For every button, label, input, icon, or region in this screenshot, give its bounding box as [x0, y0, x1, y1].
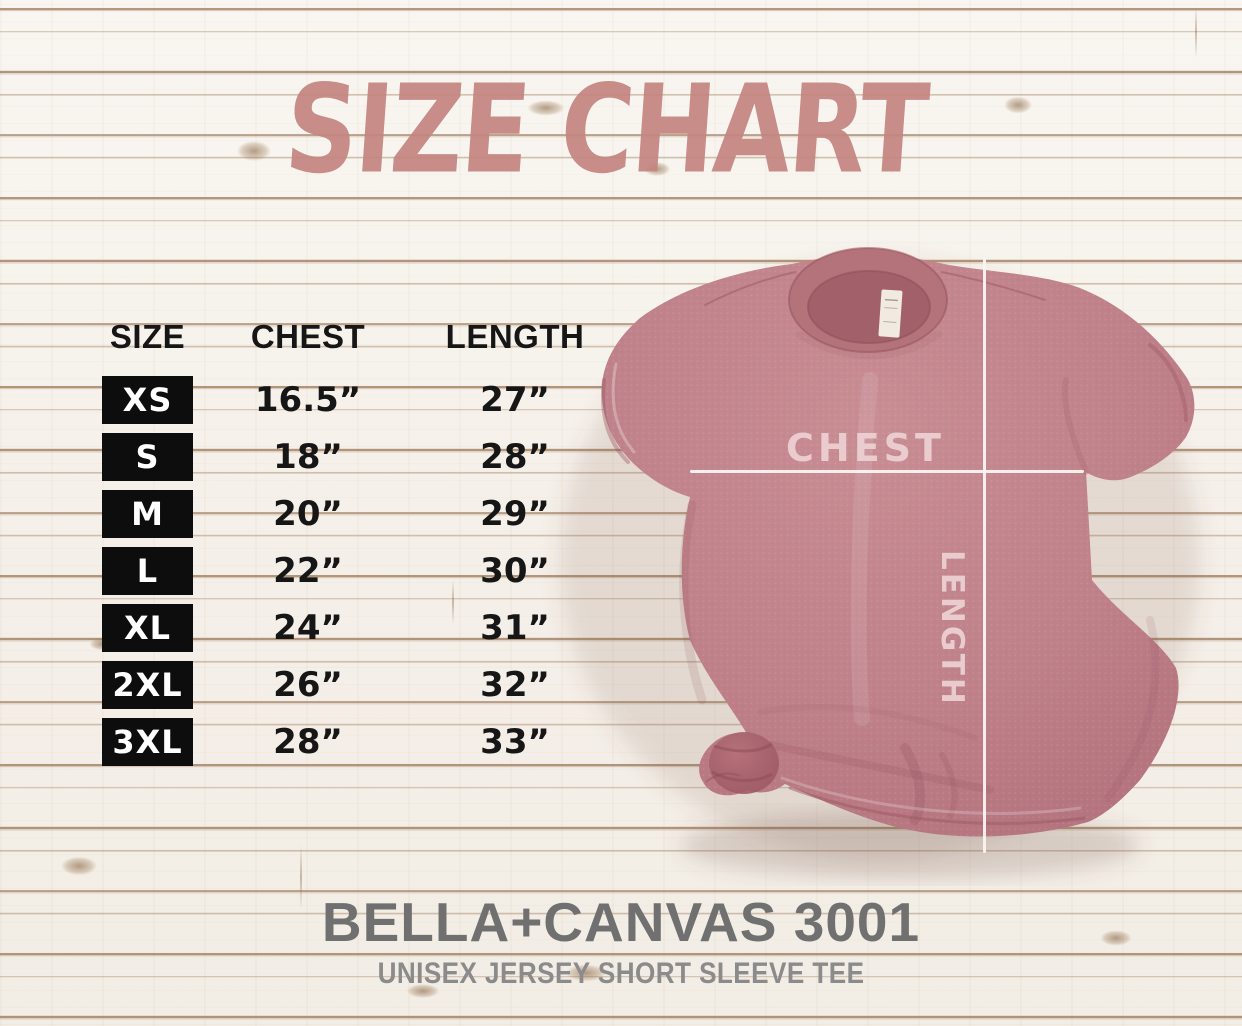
col-header-chest: CHEST	[250, 318, 366, 355]
shirt-chest-label: CHEST	[786, 426, 945, 470]
table-row: 3XL 28” 33”	[102, 718, 607, 766]
col-header-size: SIZE	[109, 318, 186, 355]
table-header-row: SIZE CHEST LENGTH	[102, 316, 607, 358]
size-badge: S	[102, 433, 193, 481]
chest-value: 26”	[273, 665, 343, 705]
table-row: XL 24” 31”	[102, 604, 607, 652]
shirt-wrinkles	[601, 271, 1188, 825]
wood-knot	[522, 98, 570, 118]
wood-crack	[300, 845, 302, 909]
wood-knot	[232, 138, 276, 164]
wood-knot	[560, 962, 612, 984]
table-row: S 18” 28”	[102, 433, 607, 481]
wood-crack	[1195, 6, 1197, 58]
collar-tag	[878, 289, 903, 338]
size-badge: 3XL	[102, 718, 193, 766]
shirt-knot	[705, 732, 779, 794]
chest-value: 20”	[273, 494, 343, 534]
chest-value: 18”	[273, 437, 343, 477]
chest-value: 28”	[273, 722, 343, 762]
length-value: 29”	[480, 494, 550, 534]
length-value: 30”	[480, 551, 550, 591]
wood-knot	[56, 854, 102, 878]
table-row: XS 16.5” 27”	[102, 376, 607, 424]
wood-knot	[402, 982, 444, 1000]
wood-knot	[1096, 928, 1136, 948]
shirt-length-label: LENGTH	[934, 550, 970, 707]
size-badge: 2XL	[102, 661, 193, 709]
length-value: 32”	[480, 665, 550, 705]
chest-value: 24”	[273, 608, 343, 648]
length-value: 27”	[480, 380, 550, 420]
wood-knot	[640, 160, 674, 178]
table-row: 2XL 26” 32”	[102, 661, 607, 709]
size-table: SIZE CHEST LENGTH XS 16.5” 27” S 18” 28”…	[102, 316, 607, 775]
table-row: M 20” 29”	[102, 490, 607, 538]
product-name: BELLA+CANVAS 3001	[321, 891, 921, 953]
size-badge: XL	[102, 604, 193, 652]
shirt-body	[601, 255, 1195, 837]
wood-crack	[452, 580, 454, 624]
size-badge: M	[102, 490, 193, 538]
size-badge: XS	[102, 376, 193, 424]
length-value: 28”	[480, 437, 550, 477]
chest-measure-line	[690, 470, 1084, 473]
size-badge: L	[102, 547, 193, 595]
table-row: L 22” 30”	[102, 547, 607, 595]
length-measure-line	[983, 257, 986, 853]
chest-value: 22”	[273, 551, 343, 591]
col-header-length: LENGTH	[445, 318, 585, 355]
length-value: 33”	[480, 722, 550, 762]
product-subtitle: UNISEX JERSEY SHORT SLEEVE TEE	[377, 957, 865, 990]
wood-knot	[1000, 94, 1036, 116]
chest-value: 16.5”	[254, 380, 362, 420]
length-value: 31”	[480, 608, 550, 648]
shirt-collar	[788, 247, 948, 353]
